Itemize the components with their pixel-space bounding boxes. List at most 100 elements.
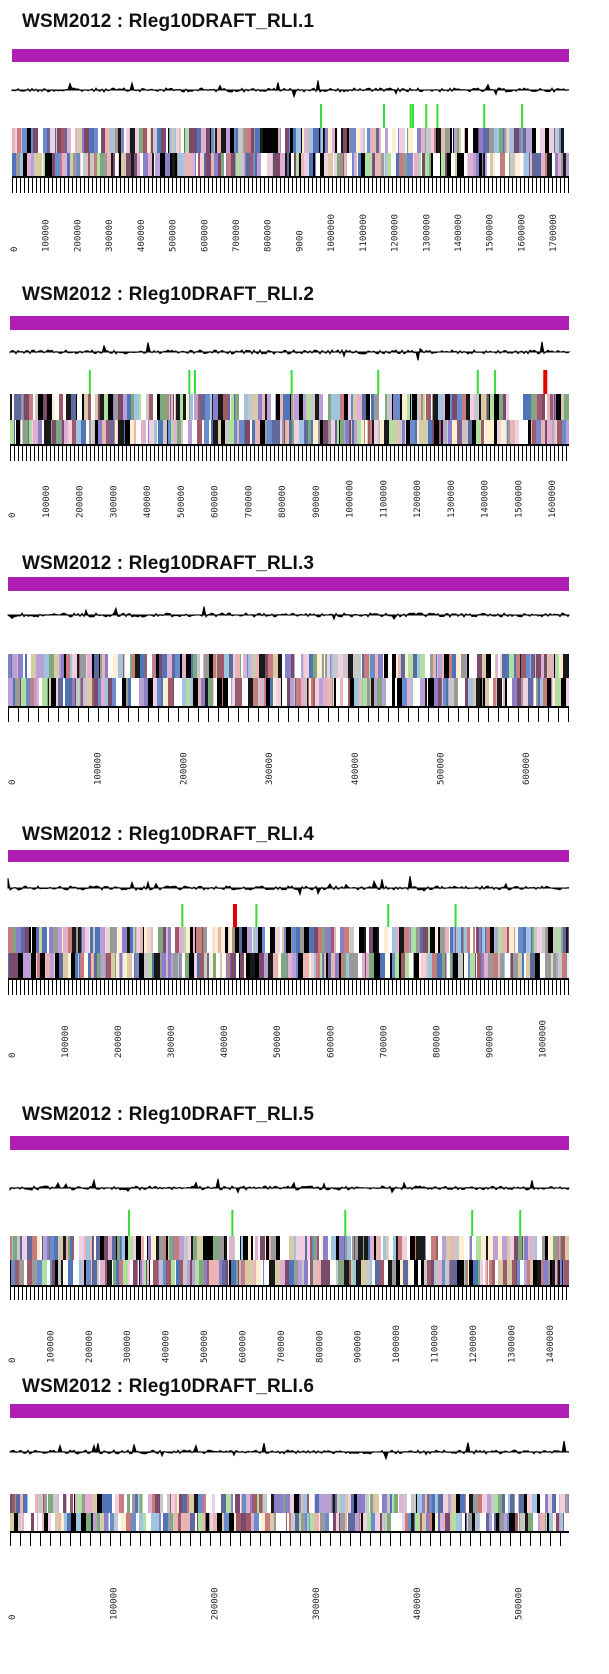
gene-stripe: [268, 654, 273, 678]
gene-stripe: [91, 394, 95, 420]
axis-tick: [40, 978, 41, 995]
axis-tick: [224, 176, 225, 193]
gene-stripe: [553, 953, 556, 978]
axis-tick: [274, 444, 275, 461]
axis-tick: [436, 978, 437, 995]
gene-stripe: [82, 128, 84, 153]
gene-stripe: [67, 1513, 71, 1531]
axis-tick: [136, 978, 137, 995]
gene-stripe: [336, 1513, 339, 1531]
gene-stripe: [113, 1260, 116, 1285]
gene-stripe: [553, 927, 557, 953]
axis-tick: [462, 444, 463, 461]
axis-tick: [138, 444, 139, 461]
axis-tick: [428, 978, 429, 995]
axis-tick: [264, 978, 265, 995]
axis-tick: [538, 1285, 539, 1300]
gene-stripe: [425, 678, 427, 706]
gene-stripe: [466, 1494, 469, 1513]
gene-stripe: [380, 1260, 384, 1285]
gene-stripe: [72, 927, 76, 953]
tick-label: 300000: [167, 1025, 177, 1058]
gene-stripe: [55, 1513, 59, 1531]
axis-tick: [400, 978, 401, 995]
gene-stripe: [349, 953, 354, 978]
gene-stripe: [538, 678, 540, 706]
reverse-strand-genes: [10, 1513, 569, 1531]
gene-stripe: [361, 654, 362, 678]
axis-tick: [198, 444, 199, 461]
highlight-marker: [232, 904, 237, 928]
gene-stripe: [320, 1513, 325, 1531]
gene-stripe: [102, 654, 105, 678]
axis-tick: [372, 176, 373, 193]
gene-stripe: [556, 654, 559, 678]
gene-stripe: [433, 394, 438, 420]
gene-stripe: [251, 128, 254, 153]
gene-stripe: [465, 128, 468, 153]
axis-tick: [438, 444, 439, 461]
gene-stripe: [180, 1260, 183, 1285]
gene-stripe: [323, 420, 328, 444]
gene-stripe: [552, 678, 553, 706]
gene-stripe: [59, 394, 63, 420]
gene-stripe: [72, 1236, 74, 1260]
gene-stripe: [136, 927, 137, 953]
gene-stripe: [429, 153, 431, 176]
axis-tick: [208, 706, 209, 722]
gene-stripe: [179, 927, 180, 953]
axis-tick: [350, 444, 351, 461]
gene-stripe: [386, 678, 389, 706]
axis-tick: [248, 176, 249, 193]
gene-stripe: [144, 1260, 146, 1285]
gene-stripe: [548, 1494, 552, 1513]
gene-stripe: [94, 128, 98, 153]
gene-stripe: [280, 153, 285, 176]
gene-stripe: [168, 128, 169, 153]
gene-stripe: [48, 1494, 53, 1513]
gene-stripe: [15, 1494, 16, 1513]
gene-stripe: [53, 1494, 58, 1513]
gene-stripe: [151, 1513, 156, 1531]
gene-stripe: [110, 927, 112, 953]
gene-stripe: [276, 678, 281, 706]
gene-stripe: [473, 678, 476, 706]
gene-stripe: [86, 1260, 91, 1285]
gene-stripe: [462, 1513, 465, 1531]
axis-tick: [258, 444, 259, 461]
axis-tick: [472, 176, 473, 193]
axis-tick: [390, 444, 391, 461]
gene-stripe: [504, 1513, 507, 1531]
axis-tick: [88, 176, 89, 193]
axis-tick: [300, 1531, 301, 1546]
gene-stripe: [445, 927, 449, 953]
axis-tick: [236, 176, 237, 193]
axis-tick: [398, 444, 399, 461]
gene-stripe: [144, 1236, 147, 1260]
gene-stripe: [514, 128, 519, 153]
axis-tick: [468, 706, 469, 722]
gene-stripe: [381, 153, 384, 176]
axis-tick: [322, 444, 323, 461]
gene-stripe: [390, 654, 392, 678]
axis-tick: [10, 1531, 11, 1546]
tick-label: 1700000: [549, 214, 559, 252]
gene-stripe: [318, 420, 320, 444]
gene-stripe: [452, 953, 453, 978]
gene-stripe: [368, 1236, 370, 1260]
panel-title: WSM2012 : Rleg10DRAFT_RLI.5: [22, 1104, 314, 1125]
gene-stripe: [193, 394, 194, 420]
gene-stripe: [151, 128, 153, 153]
gene-stripe: [127, 1494, 130, 1513]
tick-label: 1000000: [392, 1325, 402, 1363]
gene-stripe: [554, 420, 556, 444]
gene-stripe: [32, 927, 36, 953]
gene-stripe: [170, 128, 172, 153]
axis-tick: [240, 1531, 241, 1546]
gene-stripe: [502, 654, 505, 678]
axis-tick: [192, 978, 193, 995]
gene-stripe: [14, 953, 18, 978]
gene-stripe: [540, 128, 545, 153]
axis-tick: [478, 444, 479, 461]
gene-stripe: [134, 153, 137, 176]
